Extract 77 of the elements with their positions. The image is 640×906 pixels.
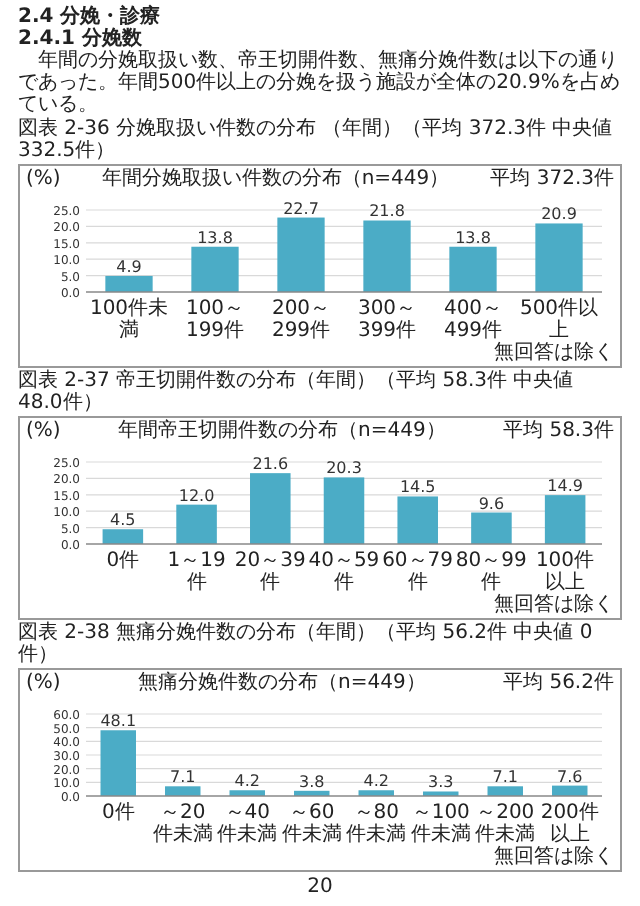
data-label: 14.5	[399, 478, 436, 497]
x-tick-label: 20～39件	[233, 550, 308, 594]
text: 無回答は除く	[492, 342, 614, 364]
bar	[323, 477, 365, 544]
text: 無回答は除く	[492, 846, 614, 868]
x-tick-label: 0件	[104, 550, 142, 576]
x-tick-label: 500件以上	[517, 298, 601, 342]
x-tick-label: ～60件未満	[279, 802, 344, 846]
text: 平均 372.3件	[490, 168, 614, 190]
bar	[487, 786, 523, 796]
x-tick-label: 300～399件	[355, 298, 419, 342]
bar	[102, 529, 144, 544]
x-tick-label: 1～19件	[165, 550, 228, 594]
x-tick-label: ～100件未満	[408, 802, 473, 846]
bar	[165, 786, 201, 796]
data-label: 9.6	[478, 494, 505, 513]
data-label: 13.8	[197, 228, 233, 247]
x-tick-label: 0件	[99, 802, 137, 828]
chart-title: 図表 2-37 帝王切開件数の分布（年間）（平均 58.3件 中央値 48.0件）	[18, 370, 576, 414]
bar	[191, 246, 239, 292]
x-tick-label: 40～59件	[307, 550, 381, 594]
x-tick-label: ～40件未満	[215, 802, 280, 846]
data-label: 4.2	[363, 772, 389, 791]
bar	[100, 730, 136, 796]
text: 2.4 分娩・診療	[18, 6, 163, 28]
data-label: 20.3	[326, 459, 362, 478]
data-label: 12.0	[178, 486, 215, 505]
bar	[544, 495, 586, 544]
chart-title: 図表 2-36 分娩取扱い件数の分布 （年間）（平均 372.3件 中央値 332.5件）	[18, 118, 615, 162]
bar	[363, 220, 411, 292]
bar	[449, 246, 497, 292]
text: 無回答は除く	[492, 594, 614, 616]
data-label: 4.2	[234, 772, 260, 791]
text: 平均 56.2件	[503, 672, 614, 694]
bar	[277, 217, 325, 292]
data-label: 7.1	[492, 768, 518, 787]
data-label: 7.1	[170, 768, 196, 787]
text: 2.4.1 分娩数	[18, 28, 144, 50]
bar	[105, 275, 153, 292]
data-label: 21.6	[252, 455, 289, 474]
x-tick-label: ～20件未満	[150, 802, 215, 846]
data-label: 21.8	[369, 202, 405, 221]
x-tick-label: 100～199件	[183, 298, 247, 342]
x-tick-label: 200件以上	[538, 802, 601, 846]
bar	[471, 512, 512, 544]
bar	[250, 473, 291, 544]
data-label: 48.1	[100, 712, 137, 731]
data-label: 22.7	[283, 199, 319, 218]
chart-subtitle: 無痛分娩件数の分布（n=449）	[138, 672, 426, 694]
text: 年間の分娩取扱い数、帝王切開件数、無痛分娩件数は以下の通りであった。年間500件以上の分娩を扱う施設が全体の20.9%を占めている。	[18, 50, 622, 116]
y-axis-title: (%)	[26, 168, 61, 190]
chart-subtitle: 年間分娩取扱い件数の分布（n=449）	[101, 168, 450, 190]
data-label: 4.9	[116, 257, 142, 276]
x-tick-label: 80～99件	[454, 550, 529, 594]
x-tick-label: 60～79件	[380, 550, 455, 594]
y-axis-title: (%)	[26, 420, 61, 442]
data-label: 7.6	[557, 767, 583, 786]
data-label: 3.3	[428, 773, 454, 792]
text: 20	[305, 876, 335, 898]
x-tick-label: 100件未満	[87, 298, 171, 342]
text: 平均 58.3件	[503, 420, 614, 442]
data-label: 20.9	[541, 205, 577, 224]
data-label: 14.9	[547, 477, 583, 496]
bar	[176, 504, 217, 544]
x-tick-label: 400～499件	[441, 298, 505, 342]
bar	[535, 223, 583, 292]
bar	[397, 496, 438, 544]
x-tick-label: ～80件未満	[344, 802, 409, 846]
x-tick-label: 100件以上	[533, 550, 597, 594]
y-axis-title: (%)	[26, 672, 61, 694]
chart-title: 図表 2-38 無痛分娩件数の分布（年間）（平均 56.2件 中央値 0件）	[18, 622, 595, 666]
data-label: 3.8	[299, 772, 325, 791]
data-label: 13.8	[455, 228, 491, 247]
x-tick-label: 200～299件	[269, 298, 333, 342]
chart-subtitle: 年間帝王切開件数の分布（n=449）	[118, 420, 446, 442]
x-tick-label: ～200件未満	[473, 802, 538, 846]
data-label: 4.5	[110, 511, 136, 530]
